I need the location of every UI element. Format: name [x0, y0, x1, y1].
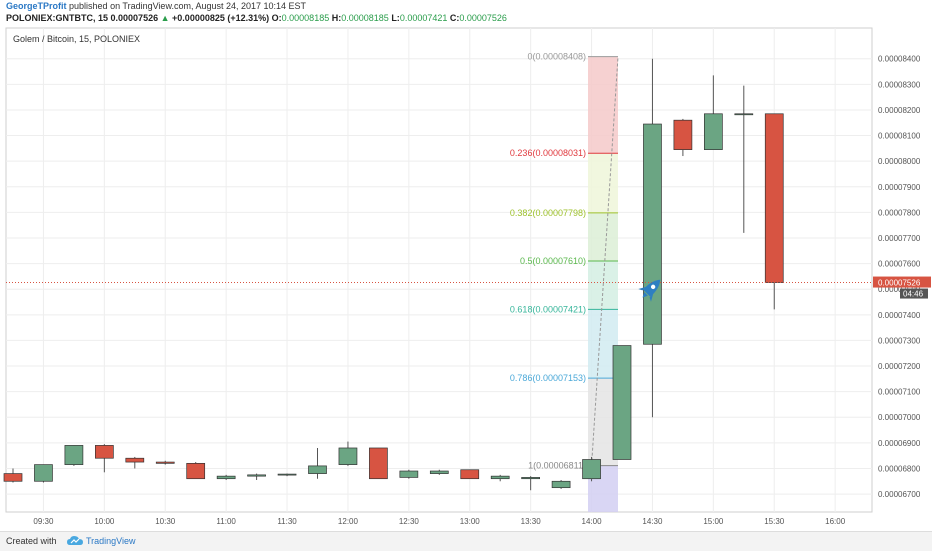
candle-body [429, 470, 449, 474]
close-label: C: [449, 13, 460, 23]
candle-body [247, 474, 266, 477]
y-tick-label: 0.00007100 [878, 388, 921, 397]
y-tick-label: 0.00007800 [878, 208, 921, 217]
candle-body [399, 470, 419, 478]
plot-frame [5, 27, 873, 513]
candle-body [582, 459, 601, 480]
chart-title: Golem / Bitcoin, 15, POLONIEX [13, 34, 140, 44]
x-tick-label: 11:00 [216, 517, 236, 526]
tradingview-cloud-icon [67, 536, 83, 545]
change-value: +0.00000825 (+12.31%) [172, 13, 270, 23]
y-tick-label: 0.00007600 [878, 260, 921, 269]
candle-body [734, 113, 754, 116]
candle-body [34, 464, 53, 482]
x-tick-label: 11:30 [277, 517, 297, 526]
y-tick-label: 0.00006700 [878, 490, 921, 499]
fib-zone [588, 212, 618, 262]
x-tick-label: 13:00 [460, 517, 481, 526]
low-value: 0.00007421 [399, 13, 448, 23]
fib-level-label: 0.618(0.00007421) [510, 304, 586, 314]
tradingview-brand[interactable]: TradingView [86, 536, 136, 546]
last-price-tag [873, 276, 931, 288]
y-tick-label: 0.00007500 [878, 285, 921, 294]
candle-body [216, 475, 236, 480]
last-price-label: 0.00007526 [878, 279, 921, 288]
open-value: 0.00008185 [281, 13, 330, 23]
x-tick-label: 12:30 [399, 517, 420, 526]
y-tick-label: 0.00007000 [878, 413, 921, 422]
fib-zone [588, 56, 618, 154]
candle-body [186, 462, 206, 480]
candle-body [643, 123, 662, 345]
close-value: 0.00007526 [459, 13, 507, 23]
countdown-label: 04:46 [903, 290, 924, 299]
candle-body [521, 477, 541, 480]
fib-level-label: 0.5(0.00007610) [520, 256, 586, 266]
candle-body [3, 473, 23, 482]
x-tick-label: 10:00 [94, 517, 115, 526]
y-tick-label: 0.00008100 [878, 132, 921, 141]
candle-body [155, 461, 175, 464]
candlestick-chart[interactable]: 0.00008400 0.00008300 0.00008200 0.00008100… [0, 26, 932, 531]
published-text: published on TradingView.com, August 24,… [69, 1, 307, 11]
chart-area[interactable]: 0.00008400 0.00008300 0.00008200 0.00008100… [0, 26, 932, 531]
candle-body [369, 447, 388, 480]
candle-body [460, 469, 480, 480]
candle-body [94, 445, 114, 459]
low-label: L: [391, 13, 400, 23]
open-label: O: [271, 13, 282, 23]
fib-level-label: 0(0.00008408) [527, 52, 586, 62]
x-tick-label: 15:00 [703, 517, 724, 526]
x-tick-label: 12:00 [338, 517, 359, 526]
x-tick-label: 09:30 [33, 517, 54, 526]
candle-body [125, 457, 145, 463]
candle-body [764, 113, 784, 283]
symbol-label: POLONIEX:GNTBTC, 15 [6, 13, 109, 23]
candle-body [338, 447, 358, 465]
x-tick-label: 14:00 [582, 517, 603, 526]
y-tick-label: 0.00007200 [878, 362, 921, 371]
candle-body [551, 480, 571, 489]
footer: Created with TradingView [0, 531, 932, 551]
x-tick-label: 13:30 [521, 517, 542, 526]
x-tick-label: 15:30 [764, 517, 785, 526]
candle-body [703, 113, 723, 150]
created-with-text: Created with [6, 536, 57, 546]
y-tick-label: 0.00006900 [878, 439, 921, 448]
candle-body [64, 445, 84, 465]
fib-trend-line [591, 56, 619, 466]
candle-body [612, 345, 632, 460]
x-tick-label: 16:00 [825, 517, 846, 526]
x-tick-label: 10:30 [155, 517, 176, 526]
author-name[interactable]: GeorgeTProfit [6, 1, 67, 11]
y-tick-label: 0.00008000 [878, 157, 921, 166]
candle-body [490, 475, 510, 480]
y-tick-label: 0.00007700 [878, 234, 921, 243]
change-up-icon: ▲ [160, 13, 170, 23]
fib-level-label: 1(0.00006811) [528, 461, 586, 471]
y-tick-label: 0.00008200 [878, 106, 921, 115]
y-tick-label: 0.00007400 [878, 311, 921, 320]
high-value: 0.00008185 [341, 13, 389, 23]
last-price: 0.00007526 [110, 13, 159, 23]
publisher-line: GeorgeTProfit published on TradingView.c… [6, 1, 306, 11]
high-label: H: [331, 13, 342, 23]
y-tick-label: 0.00008400 [878, 55, 921, 64]
countdown-tag [900, 288, 928, 299]
y-tick-label: 0.00008300 [878, 80, 921, 89]
fib-level-label: 0.786(0.00007153) [510, 373, 586, 383]
x-tick-label: 14:30 [642, 517, 663, 526]
fib-level-label: 0.382(0.00007798) [510, 208, 586, 218]
candle-body [673, 119, 693, 150]
candle-body [308, 465, 327, 474]
y-tick-label: 0.00006800 [878, 464, 921, 473]
candle-body [277, 473, 297, 476]
fib-zone [588, 153, 618, 213]
y-tick-label: 0.00007900 [878, 183, 921, 192]
fib-level-label: 0.236(0.00008031) [510, 148, 586, 158]
ohlc-line: POLONIEX:GNTBTC, 15 0.00007526 ▲ +0.0000… [6, 13, 507, 23]
y-tick-label: 0.00007300 [878, 336, 921, 345]
